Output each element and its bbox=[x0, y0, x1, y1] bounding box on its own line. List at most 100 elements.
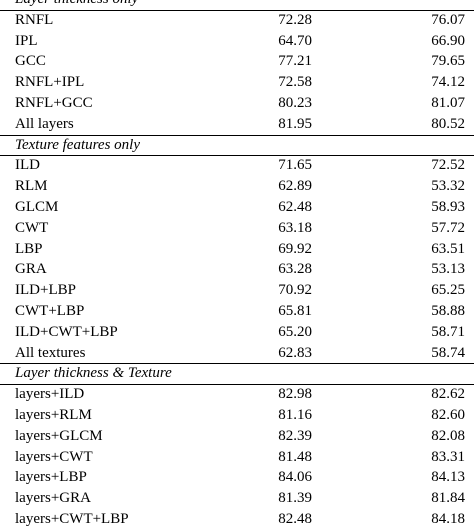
section-divider bbox=[0, 134, 474, 136]
row-label: layers+CWT bbox=[15, 448, 93, 465]
value-col-2: 81.07 bbox=[431, 94, 465, 111]
value-col-2: 57.72 bbox=[431, 219, 465, 236]
value-col-1: 63.28 bbox=[278, 261, 312, 278]
section-header: Texture features only bbox=[0, 135, 474, 156]
value-col-2: 58.74 bbox=[431, 344, 465, 361]
value-col-1: 82.39 bbox=[278, 427, 312, 444]
value-col-1: 81.48 bbox=[278, 448, 312, 465]
value-col-1: 84.06 bbox=[278, 469, 312, 486]
row-label: layers+LBP bbox=[15, 469, 87, 486]
row-label: ILD+LBP bbox=[15, 282, 76, 299]
section-header: Layer thickness & Texture bbox=[0, 363, 474, 384]
value-col-1: 65.20 bbox=[278, 323, 312, 340]
row-label: GRA bbox=[15, 261, 47, 278]
value-col-1: 62.48 bbox=[278, 198, 312, 215]
table-row: CWT+LBP 65.81 58.88 bbox=[0, 301, 474, 322]
row-label: RNFL bbox=[15, 11, 54, 28]
table-row: RNFL+IPL 72.58 74.12 bbox=[0, 72, 474, 93]
table-row: IPL 64.70 66.90 bbox=[0, 31, 474, 52]
value-col-1: 71.65 bbox=[278, 157, 312, 174]
value-col-1: 80.23 bbox=[278, 94, 312, 111]
section-divider bbox=[0, 363, 474, 365]
section-header: Layer thickness only bbox=[0, 0, 474, 10]
value-col-1: 64.70 bbox=[278, 32, 312, 49]
value-col-1: 70.92 bbox=[278, 282, 312, 299]
row-label: RNFL+GCC bbox=[15, 94, 93, 111]
value-col-2: 84.18 bbox=[431, 510, 465, 527]
value-col-2: 82.08 bbox=[431, 427, 465, 444]
table-row: layers+GLCM 82.39 82.08 bbox=[0, 426, 474, 447]
table-row: RLM 62.89 53.32 bbox=[0, 176, 474, 197]
table-row: ILD+CWT+LBP 65.20 58.71 bbox=[0, 322, 474, 343]
value-col-2: 58.71 bbox=[431, 323, 465, 340]
section-title: Texture features only bbox=[15, 136, 140, 153]
value-col-1: 69.92 bbox=[278, 240, 312, 257]
value-col-1: 82.48 bbox=[278, 510, 312, 527]
table-row: All textures 62.83 58.74 bbox=[0, 343, 474, 364]
value-col-2: 82.60 bbox=[431, 406, 465, 423]
row-label: layers+ILD bbox=[15, 386, 85, 403]
section-divider bbox=[0, 384, 474, 386]
row-label: layers+CWT+LBP bbox=[15, 510, 129, 527]
row-label: ILD+CWT+LBP bbox=[15, 323, 118, 340]
value-col-2: 81.84 bbox=[431, 490, 465, 507]
table-row: RNFL+GCC 80.23 81.07 bbox=[0, 93, 474, 114]
row-label: GLCM bbox=[15, 198, 59, 215]
value-col-2: 53.32 bbox=[431, 178, 465, 195]
value-col-1: 81.16 bbox=[278, 406, 312, 423]
value-col-2: 72.52 bbox=[431, 157, 465, 174]
value-col-1: 77.21 bbox=[278, 53, 312, 70]
row-label: CWT bbox=[15, 219, 49, 236]
table-row: All layers 81.95 80.52 bbox=[0, 114, 474, 135]
value-col-2: 53.13 bbox=[431, 261, 465, 278]
table-row: layers+ILD 82.98 82.62 bbox=[0, 384, 474, 405]
value-col-1: 81.39 bbox=[278, 490, 312, 507]
value-col-2: 76.07 bbox=[431, 11, 465, 28]
row-label: ILD bbox=[15, 157, 40, 174]
value-col-1: 63.18 bbox=[278, 219, 312, 236]
row-label: IPL bbox=[15, 32, 38, 49]
table-row: layers+CWT 81.48 83.31 bbox=[0, 447, 474, 468]
row-label: layers+GRA bbox=[15, 490, 91, 507]
value-col-1: 62.89 bbox=[278, 178, 312, 195]
row-label: All layers bbox=[15, 115, 74, 132]
value-col-1: 72.58 bbox=[278, 74, 312, 91]
value-col-2: 65.25 bbox=[431, 282, 465, 299]
row-label: LBP bbox=[15, 240, 43, 257]
row-label: layers+GLCM bbox=[15, 427, 103, 444]
value-col-1: 81.95 bbox=[278, 115, 312, 132]
value-col-2: 84.13 bbox=[431, 469, 465, 486]
value-col-2: 63.51 bbox=[431, 240, 465, 257]
table-row: ILD+LBP 70.92 65.25 bbox=[0, 280, 474, 301]
table-row: ILD 71.65 72.52 bbox=[0, 155, 474, 176]
row-label: RNFL+IPL bbox=[15, 74, 85, 91]
table-row: layers+CWT+LBP 82.48 84.18 bbox=[0, 509, 474, 530]
value-col-1: 65.81 bbox=[278, 302, 312, 319]
value-col-1: 72.28 bbox=[278, 11, 312, 28]
section-divider bbox=[0, 155, 474, 157]
row-label: CWT+LBP bbox=[15, 302, 85, 319]
table-row: layers+LBP 84.06 84.13 bbox=[0, 467, 474, 488]
value-col-2: 80.52 bbox=[431, 115, 465, 132]
table-row: GCC 77.21 79.65 bbox=[0, 51, 474, 72]
row-label: RLM bbox=[15, 178, 48, 195]
value-col-2: 83.31 bbox=[431, 448, 465, 465]
table-row: RNFL 72.28 76.07 bbox=[0, 10, 474, 31]
table-row: LBP 69.92 63.51 bbox=[0, 239, 474, 260]
section-title: Layer thickness only bbox=[15, 0, 138, 10]
value-col-2: 66.90 bbox=[431, 32, 465, 49]
row-label: GCC bbox=[15, 53, 46, 70]
table-row: GLCM 62.48 58.93 bbox=[0, 197, 474, 218]
table-row: layers+GRA 81.39 81.84 bbox=[0, 488, 474, 509]
value-col-2: 79.65 bbox=[431, 53, 465, 70]
section-title: Layer thickness & Texture bbox=[15, 365, 172, 382]
row-label: layers+RLM bbox=[15, 406, 92, 423]
table-row: CWT 63.18 57.72 bbox=[0, 218, 474, 239]
value-col-2: 82.62 bbox=[431, 386, 465, 403]
value-col-1: 82.98 bbox=[278, 386, 312, 403]
row-label: All textures bbox=[15, 344, 86, 361]
table-row: layers+RLM 81.16 82.60 bbox=[0, 405, 474, 426]
value-col-2: 74.12 bbox=[431, 74, 465, 91]
value-col-1: 62.83 bbox=[278, 344, 312, 361]
